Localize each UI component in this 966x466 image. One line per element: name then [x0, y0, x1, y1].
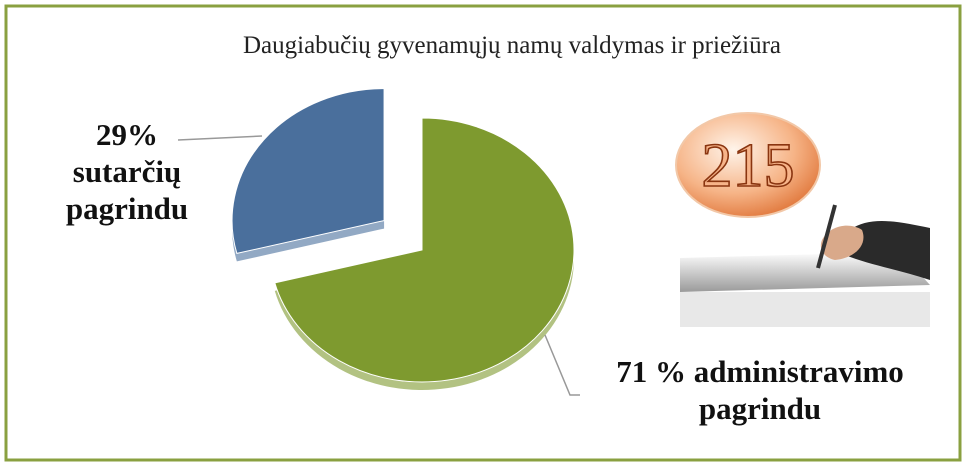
slice-label: 29% sutarčių pagrindu	[52, 116, 202, 227]
value-label: 71 %	[616, 354, 686, 389]
value-label: 29%	[96, 117, 158, 152]
chart-title: Daugiabučių gyvenamųjų namų valdymas ir …	[243, 32, 781, 59]
category-label: administravimo pagrindu	[693, 354, 904, 426]
illustration	[680, 204, 930, 327]
badge	[675, 112, 821, 218]
slice-label: 71 % administravimo pagrindu	[580, 353, 940, 427]
badge-text: 215	[702, 132, 795, 200]
pie	[231, 88, 575, 390]
slice	[274, 117, 575, 383]
category-label: sutarčių pagrindu	[65, 154, 189, 226]
slice	[231, 88, 385, 254]
frame	[4, 4, 962, 462]
leader-line	[177, 135, 263, 141]
leader-line	[544, 334, 580, 396]
